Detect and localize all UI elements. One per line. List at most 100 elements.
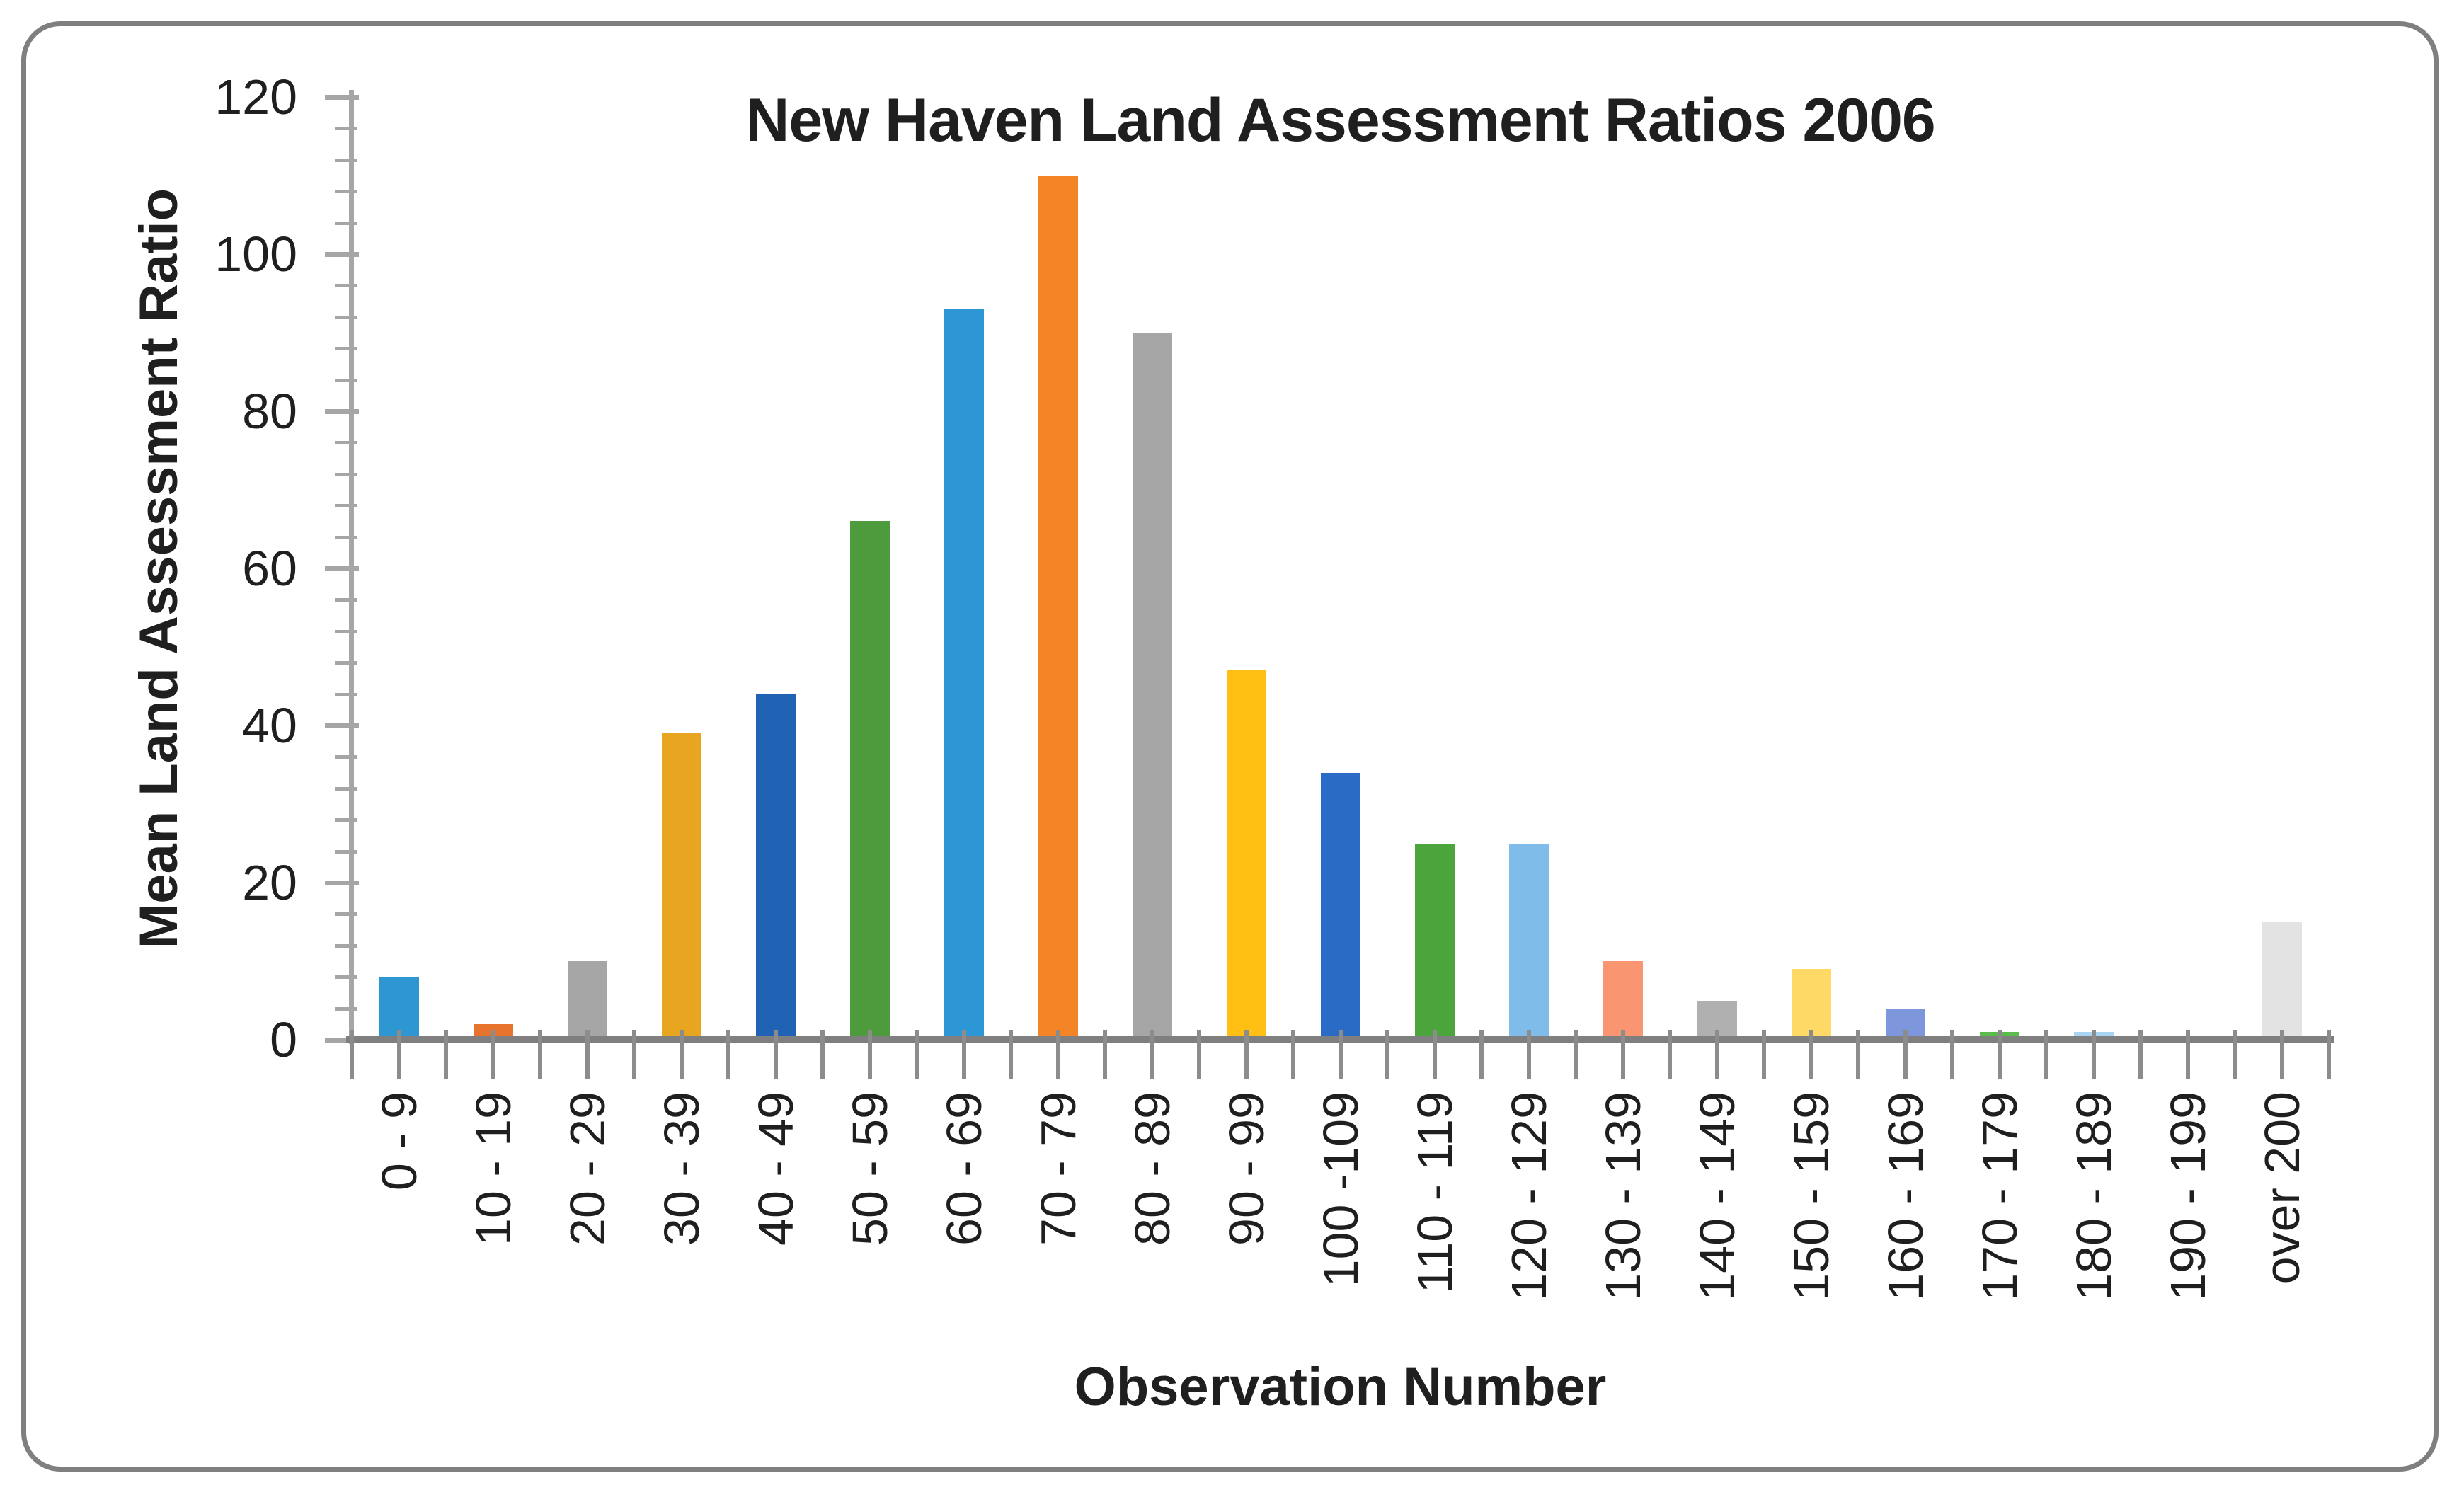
- x-tick-label: 110 - 119: [1406, 1091, 1462, 1294]
- x-tick: [915, 1030, 919, 1079]
- x-tick: [1620, 1030, 1625, 1079]
- x-tick: [1432, 1030, 1437, 1079]
- y-minor-tick: [335, 347, 357, 351]
- y-major-tick: [325, 95, 359, 100]
- x-tick: [2279, 1030, 2284, 1079]
- y-minor-tick: [335, 629, 357, 633]
- x-tick-label: 30 - 39: [653, 1091, 709, 1246]
- x-tick: [1950, 1030, 1954, 1079]
- x-tick: [1574, 1030, 1578, 1079]
- y-tick-label: 0: [270, 1012, 297, 1067]
- x-tick-label: 170 - 179: [1971, 1091, 2027, 1301]
- y-minor-tick: [335, 975, 357, 980]
- bar: [944, 309, 984, 1040]
- x-tick-label: 190 - 199: [2160, 1091, 2216, 1301]
- y-minor-tick: [335, 786, 357, 791]
- x-tick: [1903, 1030, 1908, 1079]
- x-tick-label: 60 - 69: [936, 1091, 992, 1246]
- y-tick-label: 40: [242, 698, 297, 753]
- y-major-tick: [325, 566, 359, 571]
- chart-title: New Haven Land Assessment Ratios 2006: [745, 86, 1936, 154]
- x-tick-label: 130 - 139: [1595, 1091, 1651, 1301]
- y-major-tick: [325, 1038, 359, 1043]
- chart-border-frame: [21, 21, 2439, 1472]
- y-tick-label: 20: [242, 855, 297, 910]
- x-tick: [491, 1030, 495, 1079]
- bar: [379, 977, 419, 1040]
- x-tick: [1385, 1030, 1389, 1079]
- y-tick-label: 60: [242, 541, 297, 596]
- y-minor-tick: [335, 441, 357, 445]
- x-tick: [773, 1030, 778, 1079]
- x-tick: [2233, 1030, 2237, 1079]
- bar: [1414, 843, 1455, 1040]
- x-tick: [585, 1030, 590, 1079]
- x-tick-label: 20 - 29: [559, 1091, 615, 1246]
- y-minor-tick: [335, 818, 357, 822]
- bar: [1508, 843, 1549, 1040]
- x-tick-label: 80 - 89: [1124, 1091, 1180, 1246]
- x-tick: [2185, 1030, 2190, 1079]
- y-major-tick: [325, 723, 359, 728]
- y-minor-tick: [335, 127, 357, 131]
- x-tick: [820, 1030, 825, 1079]
- x-tick: [1197, 1030, 1201, 1079]
- x-tick: [1244, 1030, 1249, 1079]
- y-minor-tick: [335, 284, 357, 288]
- bar: [1320, 772, 1360, 1040]
- x-tick: [632, 1030, 636, 1079]
- bar: [567, 961, 607, 1040]
- x-tick: [538, 1030, 542, 1079]
- x-tick-label: 150 - 159: [1783, 1091, 1839, 1301]
- bar: [1132, 333, 1172, 1040]
- x-tick-label: 70 - 79: [1030, 1091, 1086, 1246]
- y-minor-tick: [335, 315, 357, 319]
- x-tick: [1526, 1030, 1531, 1079]
- x-tick: [1762, 1030, 1766, 1079]
- x-tick: [1714, 1030, 1719, 1079]
- x-tick: [1291, 1030, 1295, 1079]
- x-axis-title: Observation Number: [1074, 1357, 1607, 1417]
- x-tick: [1055, 1030, 1060, 1079]
- x-tick-label: 140 - 149: [1689, 1091, 1745, 1301]
- x-tick: [2044, 1030, 2048, 1079]
- x-tick: [444, 1030, 448, 1079]
- bar: [849, 521, 890, 1040]
- bar: [661, 733, 701, 1040]
- x-tick: [1150, 1030, 1154, 1079]
- x-tick: [1809, 1030, 1813, 1079]
- x-tick-label: 100 -109: [1312, 1091, 1368, 1287]
- bar: [1226, 670, 1266, 1040]
- x-tick: [1009, 1030, 1013, 1079]
- y-major-tick: [325, 409, 359, 414]
- y-minor-tick: [335, 378, 357, 382]
- x-tick: [726, 1030, 730, 1079]
- y-minor-tick: [335, 692, 357, 696]
- x-tick: [350, 1030, 354, 1079]
- y-minor-tick: [335, 158, 357, 162]
- x-tick-label: 160 - 169: [1877, 1091, 1933, 1301]
- bar: [2262, 922, 2302, 1040]
- y-tick-label: 120: [214, 69, 297, 125]
- x-tick-label: 0 - 9: [371, 1091, 427, 1191]
- y-minor-tick: [335, 472, 357, 476]
- x-tick-label: 10 - 19: [465, 1091, 521, 1246]
- x-tick-label: 120 - 129: [1501, 1091, 1557, 1301]
- x-tick-label: 180 - 189: [2065, 1091, 2121, 1301]
- x-tick: [2138, 1030, 2143, 1079]
- x-tick: [1997, 1030, 2002, 1079]
- bar: [1791, 969, 1831, 1040]
- x-tick-label: over 200: [2254, 1091, 2310, 1285]
- x-tick: [961, 1030, 966, 1079]
- x-tick: [1338, 1030, 1343, 1079]
- y-minor-tick: [335, 755, 357, 759]
- y-major-tick: [325, 252, 359, 257]
- y-minor-tick: [335, 190, 357, 194]
- y-minor-tick: [335, 504, 357, 508]
- y-minor-tick: [335, 912, 357, 917]
- y-minor-tick: [335, 1006, 357, 1011]
- x-tick: [867, 1030, 872, 1079]
- y-minor-tick: [335, 221, 357, 225]
- x-tick-label: 90 - 99: [1218, 1091, 1274, 1246]
